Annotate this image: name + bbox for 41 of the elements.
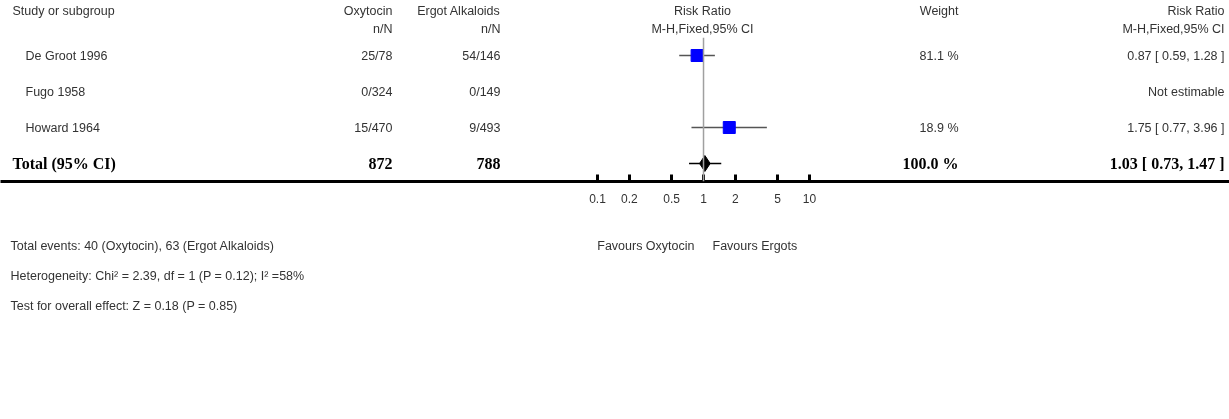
text: Study or subgroup bbox=[12, 3, 115, 18]
y-tick-label: Total (95% CI) bbox=[12, 155, 116, 173]
text: Risk Ratio bbox=[1167, 3, 1225, 18]
x-tick-label: 5 bbox=[774, 191, 782, 206]
annotation: 15/470 bbox=[354, 120, 393, 135]
x-tick-label: 0.1 bbox=[589, 191, 607, 206]
text: Oxytocin bbox=[343, 3, 393, 18]
text: n/N bbox=[481, 21, 501, 36]
annotation: 100.0 % bbox=[902, 155, 959, 172]
text: Test for overall effect: Z = 0.18 (P = 0.85) bbox=[10, 298, 238, 313]
text: Favours Oxytocin bbox=[597, 238, 695, 253]
annotation: 1.03 [ 0.73, 1.47 ] bbox=[1109, 155, 1225, 172]
y-tick-label: Howard 1964 bbox=[25, 120, 100, 135]
x-tick-label: 0.5 bbox=[663, 191, 681, 206]
annotation: 18.9 % bbox=[919, 120, 959, 135]
text: Total events: 40 (Oxytocin), 63 (Ergot Alkaloids) bbox=[10, 238, 274, 253]
x-tick-label: 0.2 bbox=[621, 191, 639, 206]
x-tick-label: 10 bbox=[802, 191, 817, 206]
annotation: 872 bbox=[368, 155, 393, 172]
annotation: 25/78 bbox=[361, 48, 393, 63]
y-tick-label: De Groot 1996 bbox=[25, 48, 108, 63]
annotation: Not estimable bbox=[1148, 84, 1225, 99]
annotation: 81.1 % bbox=[919, 48, 959, 63]
annotation: 0/324 bbox=[361, 84, 393, 99]
text: M-H,Fixed,95% CI bbox=[1122, 21, 1225, 36]
text: Ergot Alkaloids bbox=[417, 3, 500, 18]
y-tick-label: Fugo 1958 bbox=[25, 84, 86, 99]
annotation: 54/146 bbox=[462, 48, 501, 63]
annotation: 0.87 [ 0.59, 1.28 ] bbox=[1127, 48, 1225, 63]
x-tick-label: 1 bbox=[700, 191, 708, 206]
text: Weight bbox=[919, 3, 960, 18]
text: n/N bbox=[373, 21, 393, 36]
annotation: 788 bbox=[476, 155, 501, 172]
text: Favours Ergots bbox=[712, 238, 798, 253]
annotation: 9/493 bbox=[469, 120, 501, 135]
x-tick-label: 2 bbox=[732, 191, 740, 206]
text: Risk Ratio bbox=[674, 3, 732, 18]
text: M-H,Fixed,95% CI bbox=[651, 21, 754, 36]
annotation: 0/149 bbox=[469, 84, 501, 99]
text: Heterogeneity: Chi² = 2.39, df = 1 (P = 0.12); I² =58% bbox=[10, 268, 305, 283]
annotation: 1.75 [ 0.77, 3.96 ] bbox=[1127, 120, 1225, 135]
